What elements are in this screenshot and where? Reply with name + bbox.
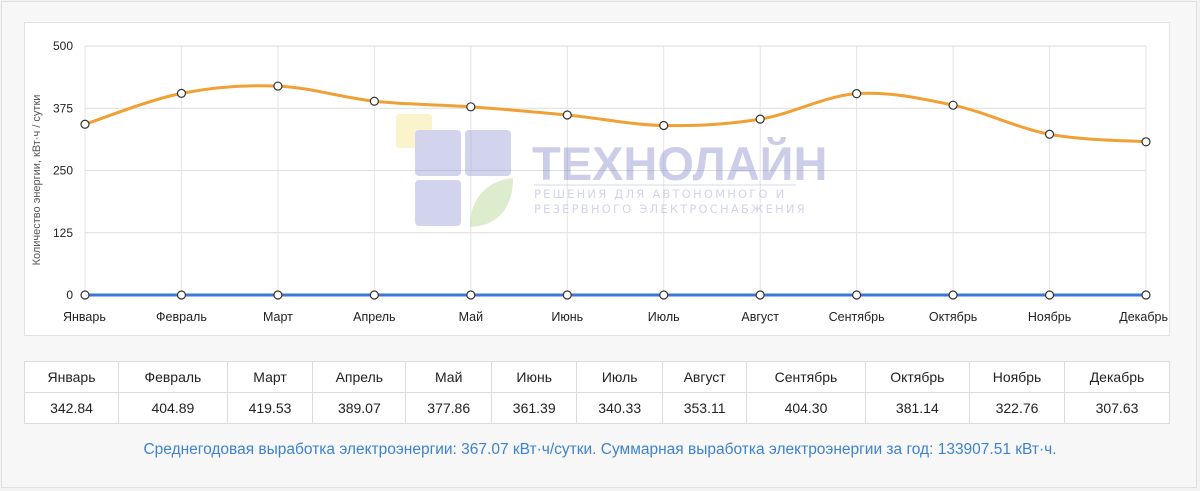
- table-month-cell: Август: [661, 361, 748, 393]
- data-point-1: [1044, 290, 1055, 300]
- data-point-1: [80, 290, 90, 300]
- data-point-0: [562, 110, 572, 120]
- table-value-cell: 419.53: [226, 392, 314, 424]
- data-point-1: [755, 290, 765, 300]
- x-tick-label: Апрель: [353, 310, 395, 324]
- table-value-cell: 361.39: [490, 392, 578, 424]
- x-tick-label: Февраль: [156, 310, 207, 324]
- summary-text: Среднегодовая выработка электроэнергии: …: [0, 441, 1200, 459]
- table-value-cell: 342.84: [23, 392, 120, 424]
- x-tick-label: Сентябрь: [829, 310, 885, 324]
- data-point-0: [852, 89, 862, 99]
- data-point-0: [659, 120, 669, 131]
- table-month-cell: Октябрь: [864, 361, 971, 393]
- watermark-tagline-1: РЕШЕНИЯ ДЛЯ АВТОНОМНОГО И: [534, 187, 786, 201]
- y-tick-label: 500: [53, 39, 73, 53]
- table-value-cell: 377.86: [405, 392, 492, 424]
- table-value-cell: 307.63: [1064, 392, 1170, 424]
- table-month-cell: Сентябрь: [746, 361, 866, 393]
- y-tick-label: 375: [53, 101, 73, 115]
- data-point-0: [755, 114, 765, 124]
- y-tick-label: 0: [66, 288, 73, 302]
- table-month-cell: Ноябрь: [969, 361, 1065, 393]
- table-value-cell: 404.89: [118, 392, 228, 424]
- logo-panel-2: [465, 130, 511, 176]
- x-tick-label: Май: [459, 310, 484, 324]
- x-tick-label: Июнь: [551, 310, 583, 324]
- data-point-0: [1141, 137, 1151, 147]
- monthly-table: Январь Февраль Март Апрель Май Июнь Июль Август…: [23, 361, 1170, 424]
- table-value-cell: 353.11: [661, 392, 748, 424]
- chart-card: [24, 22, 1170, 336]
- y-tick-label: 250: [53, 164, 73, 178]
- x-tick-label: Август: [741, 310, 779, 324]
- table-value-cell: 340.33: [576, 392, 663, 424]
- table-value-cell: 381.14: [864, 392, 971, 424]
- summary-line: Среднегодовая выработка электроэнергии: …: [143, 441, 1057, 458]
- watermark-brand: ТЕХНОЛАЙН: [532, 137, 827, 190]
- data-point-0: [80, 119, 90, 129]
- series-line-0: [84, 84, 1147, 144]
- x-tick-label: Ноябрь: [1028, 310, 1071, 324]
- logo-panel-1: [415, 130, 461, 176]
- data-point-0: [1044, 129, 1055, 139]
- logo-panel-yellow: [396, 114, 432, 148]
- table-month-cell: Июнь: [490, 361, 578, 393]
- table-month-cell: Январь: [23, 361, 120, 393]
- table-month-cell: Декабрь: [1064, 361, 1170, 393]
- data-point-0: [273, 81, 283, 91]
- data-point-1: [273, 290, 283, 300]
- table-month-cell: Февраль: [118, 361, 228, 393]
- y-tick-label: 125: [53, 226, 73, 240]
- data-point-0: [948, 100, 958, 110]
- table-header-row: Январь Февраль Март Апрель Май Июнь Июль Август…: [23, 361, 1170, 393]
- data-point-0: [466, 102, 476, 112]
- x-tick-label: Январь: [63, 310, 106, 324]
- data-point-1: [852, 290, 862, 300]
- data-point-0: [369, 96, 379, 106]
- data-point-0: [176, 88, 187, 98]
- x-tick-label: Март: [263, 310, 293, 324]
- table-value-cell: 389.07: [312, 392, 407, 424]
- data-point-1: [176, 290, 187, 300]
- data-point-1: [948, 290, 958, 300]
- data-point-1: [466, 290, 476, 300]
- watermark-logo: ТЕХНОЛАЙН РЕШЕНИЯ ДЛЯ АВТОНОМНОГО И РЕЗЕ…: [396, 114, 827, 227]
- watermark-tagline-2: РЕЗЕРВНОГО ЭЛЕКТРОСНАБЖЕНИЯ: [534, 202, 807, 216]
- chart-series: [80, 81, 1151, 300]
- table-month-cell: Май: [405, 361, 492, 393]
- x-tick-label: Июль: [648, 310, 680, 324]
- data-point-1: [659, 290, 669, 300]
- data-point-1: [562, 290, 572, 300]
- table-month-cell: Апрель: [312, 361, 407, 393]
- table-value-cell: 322.76: [969, 392, 1065, 424]
- x-tick-label: Декабрь: [1119, 310, 1168, 324]
- data-point-1: [1141, 290, 1151, 300]
- y-axis-label: Количество энергии, кВт·ч / сутки: [31, 95, 43, 266]
- chart-axes: 0 125 250 375 500 Январь Февраль Март Апрель Май И…: [53, 39, 1168, 324]
- x-tick-label: Октябрь: [929, 310, 977, 324]
- table-month-cell: Июль: [576, 361, 663, 393]
- table-value-cell: 404.30: [746, 392, 866, 424]
- logo-panel-3: [415, 180, 461, 226]
- table-month-cell: Март: [226, 361, 314, 393]
- line-chart: ТЕХНОЛАЙН РЕШЕНИЯ ДЛЯ АВТОНОМНОГО И РЕЗЕ…: [31, 39, 1168, 324]
- data-point-1: [369, 290, 379, 300]
- leaf-icon: [470, 178, 513, 227]
- table-values-row: 342.84 404.89 419.53 389.07 377.86 361.39 340.…: [23, 392, 1170, 424]
